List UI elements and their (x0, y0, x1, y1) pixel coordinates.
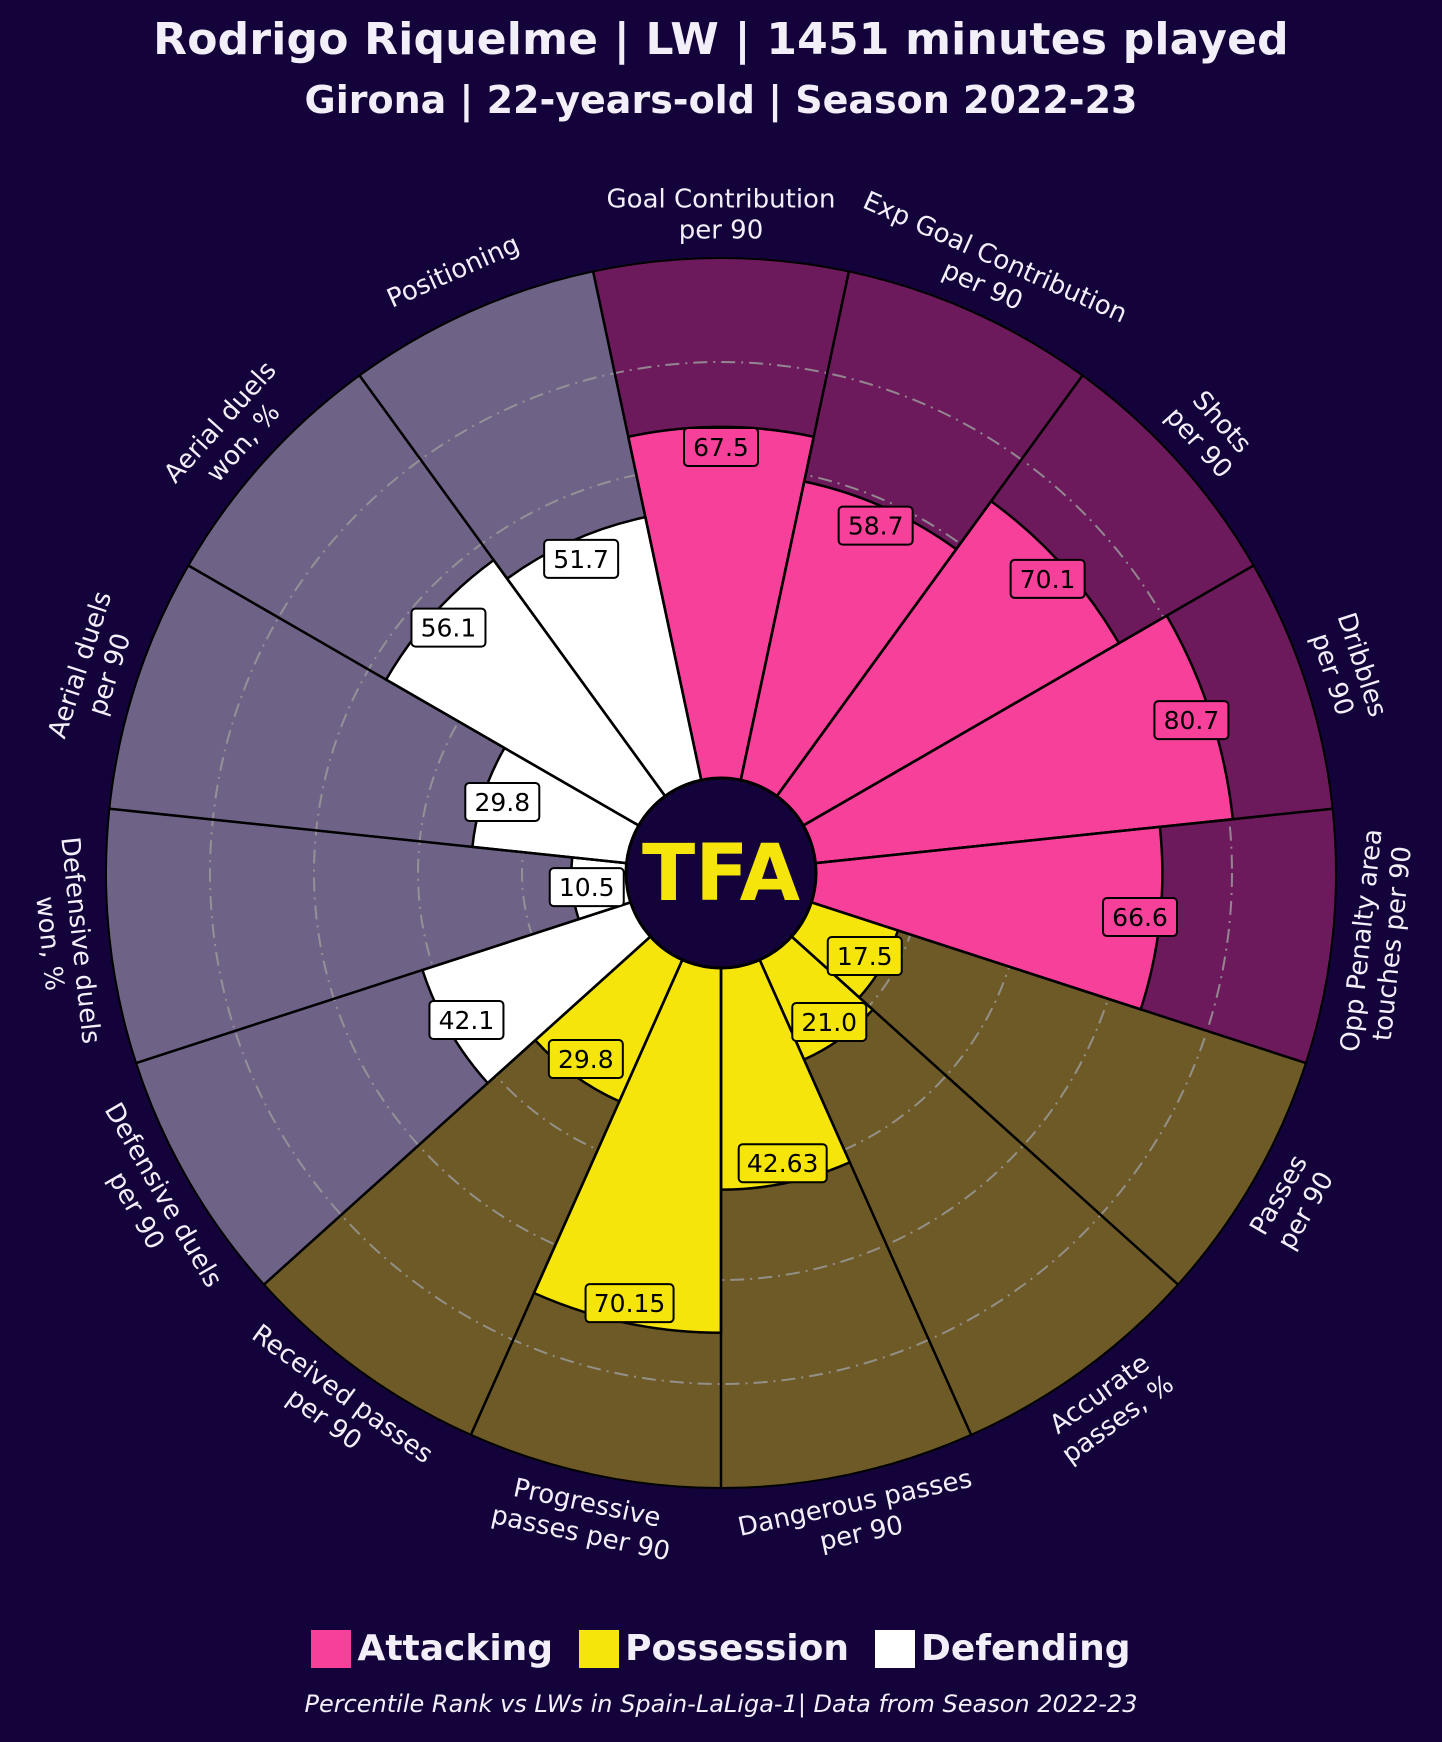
value-label-box (683, 427, 759, 467)
value-label-positioning: 51.7 (543, 538, 620, 579)
value-label-box (837, 505, 914, 546)
separator-line (739, 271, 851, 781)
legend-label-defending: Defending (921, 1628, 1131, 1669)
value-label-text: 51.7 (553, 545, 609, 574)
value-label-goal-contribution-per-90: 67.5 (683, 427, 759, 467)
value-label-received-passes-per-90: 29.8 (547, 1039, 624, 1080)
value-label-text: 42.1 (439, 1006, 495, 1035)
value-label-text: 29.8 (558, 1045, 614, 1074)
separator-line (591, 271, 703, 781)
chart-title: Rodrigo Riquelme | LW | 1451 minutes pla… (153, 14, 1289, 65)
value-label-shots-per-90: 70.1 (1009, 558, 1086, 599)
legend: Attacking Possession Defending (0, 1628, 1442, 1669)
value-label-exp-goal-contribution-per-90: 58.7 (837, 505, 914, 546)
category-label-line: Goal Contribution (607, 185, 836, 215)
value-label-box (410, 607, 487, 648)
tfa-logo: TFA (624, 776, 818, 970)
separator-line (790, 935, 1179, 1286)
value-label-box (428, 999, 505, 1040)
separator-line (187, 564, 640, 827)
value-label-box (547, 1039, 624, 1080)
separator-line (263, 935, 652, 1286)
value-label-text: 66.6 (1112, 903, 1168, 932)
value-label-accurate-passes: 21.0 (791, 1002, 868, 1043)
category-label-goal-contribution-per-90: Goal Contribution per 90 (607, 185, 836, 246)
category-label-opp-penalty-area-touches-per-90: Opp Penalty areatouches per 90 (1335, 827, 1419, 1056)
legend-item-possession: Possession (579, 1628, 849, 1669)
value-label-text: 21.0 (801, 1008, 857, 1037)
separator-line (815, 807, 1333, 865)
value-label-text: 80.7 (1164, 706, 1220, 735)
value-label-box (543, 538, 620, 579)
grid-ring-80 (209, 361, 1233, 1385)
value-label-text: 29.8 (474, 788, 530, 817)
legend-label-attacking: Attacking (357, 1628, 554, 1669)
value-label-box (464, 781, 541, 822)
legend-swatch-possession (579, 1629, 620, 1668)
value-labels: 67.5 58.7 70.1 80.7 66.6 17.5 21.0 42.63 70.15 29… (410, 427, 1230, 1324)
pizza-chart: 67.5 58.7 70.1 80.7 66.6 17.5 21.0 42.63 70.15 29… (23, 185, 1419, 1568)
value-label-opp-penalty-area-touches-per-90: 66.6 (1102, 897, 1179, 938)
value-label-box (584, 1283, 675, 1324)
value-label-text: 58.7 (848, 512, 904, 541)
legend-swatch-attacking (311, 1629, 352, 1668)
footer-note: Percentile Rank vs LWs in Spain-LaLiga-1… (304, 1690, 1138, 1718)
value-label-progressive-passes-per-90: 70.15 (584, 1283, 675, 1324)
legend-item-defending: Defending (875, 1628, 1131, 1669)
value-label-box (1009, 558, 1086, 599)
separator-line (109, 807, 627, 865)
value-label-box (1153, 700, 1230, 741)
value-label-aerial-duels-per-90: 29.8 (464, 781, 541, 822)
logo-text: TFA (642, 829, 800, 919)
value-label-text: 10.5 (559, 873, 615, 902)
separator-line (775, 374, 1084, 797)
value-label-text: 70.15 (594, 1289, 666, 1318)
legend-item-attacking: Attacking (311, 1628, 553, 1669)
value-label-box (826, 936, 903, 976)
legend-swatch-defending (875, 1629, 916, 1668)
value-label-box (737, 1143, 828, 1184)
category-label-line: per 90 (679, 216, 764, 246)
value-label-box (1102, 897, 1179, 938)
separator-line (358, 374, 667, 797)
value-label-text: 42.63 (747, 1149, 819, 1178)
value-label-passes-per-90: 17.5 (826, 936, 903, 976)
value-label-box (791, 1002, 868, 1043)
value-label-text: 67.5 (693, 433, 749, 462)
value-label-defensive-duels-won: 10.5 (548, 867, 625, 908)
value-label-text: 70.1 (1020, 565, 1076, 594)
value-label-text: 17.5 (837, 942, 893, 971)
chart-subtitle: Girona | 22-years-old | Season 2022-23 (304, 78, 1138, 122)
value-label-aerial-duels-won: 56.1 (410, 607, 487, 648)
value-label-box (548, 867, 625, 908)
value-label-dangerous-passes-per-90: 42.63 (737, 1143, 828, 1184)
logo-circle (624, 776, 818, 970)
category-label-defensive-duels-won: Defensive duelswon, % (23, 835, 105, 1048)
slice-separators (109, 271, 1333, 1488)
value-label-dribbles-per-90: 80.7 (1153, 700, 1230, 741)
separator-line (469, 959, 684, 1436)
value-label-text: 56.1 (421, 614, 477, 643)
legend-label-possession: Possession (625, 1628, 850, 1669)
value-label-defensive-duels-per-90: 42.1 (428, 999, 505, 1040)
separator-line (802, 564, 1255, 827)
separator-line (810, 901, 1307, 1065)
separator-line (135, 901, 632, 1065)
